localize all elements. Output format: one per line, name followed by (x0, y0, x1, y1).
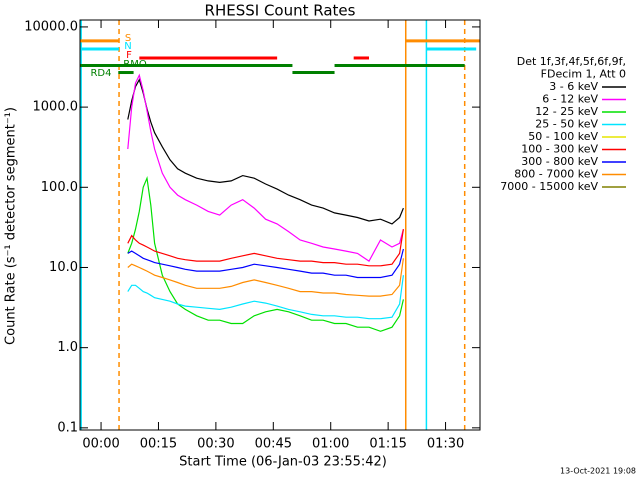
x-tick-label: 00:00 (82, 437, 119, 452)
y-tick-label: 1.0 (57, 340, 78, 355)
footer-date: 13-Oct-2021 19:08 (560, 467, 636, 476)
series-line (127, 175, 404, 332)
y-tick-label: 100.0 (41, 180, 78, 195)
legend-label: 50 - 100 keV (528, 130, 598, 143)
series-line (127, 258, 404, 297)
x-tick-label: 00:30 (197, 437, 234, 452)
series-line (127, 73, 404, 262)
legend-label: 100 - 300 keV (521, 143, 598, 156)
flag-label: S (125, 33, 131, 44)
series-line (127, 248, 404, 279)
x-tick-label: 01:15 (369, 437, 406, 452)
legend-title: FDecim 1, Att 0 (541, 68, 626, 81)
y-axis-label: Count Rate (s⁻¹ detector segment⁻¹) (4, 107, 19, 345)
series-line (127, 78, 404, 225)
y-tick-label: 0.1 (57, 420, 78, 435)
y-tick-label: 10000.0 (24, 19, 78, 34)
chart-title: RHESSI Count Rates (205, 2, 356, 20)
legend-title: Det 1f,3f,4f,5f,6f,9f, (517, 55, 626, 68)
x-tick-label: 01:00 (312, 437, 349, 452)
plot-frame (79, 19, 481, 431)
flag-label: RD4 (90, 68, 111, 79)
series-line (127, 229, 404, 267)
flag-label: N (124, 41, 131, 52)
legend-label: 25 - 50 keV (535, 118, 598, 131)
flag-label: RMO (123, 59, 147, 70)
x-tick-label: 01:30 (427, 437, 464, 452)
y-tick-label: 10.0 (49, 260, 78, 275)
legend-label: 6 - 12 keV (542, 93, 598, 106)
legend-label: 300 - 800 keV (521, 155, 598, 168)
legend-label: 3 - 6 keV (549, 80, 598, 93)
series-line (127, 275, 404, 320)
legend-label: 7000 - 15000 keV (500, 180, 598, 193)
x-tick-label: 00:15 (140, 437, 177, 452)
flag-label: F (126, 50, 132, 61)
x-axis-label: Start Time (06-Jan-03 23:55:42) (179, 455, 387, 470)
y-tick-label: 1000.0 (33, 100, 79, 115)
legend-label: 12 - 25 keV (535, 105, 598, 118)
legend-label: 800 - 7000 keV (514, 168, 598, 181)
x-tick-label: 00:45 (255, 437, 292, 452)
